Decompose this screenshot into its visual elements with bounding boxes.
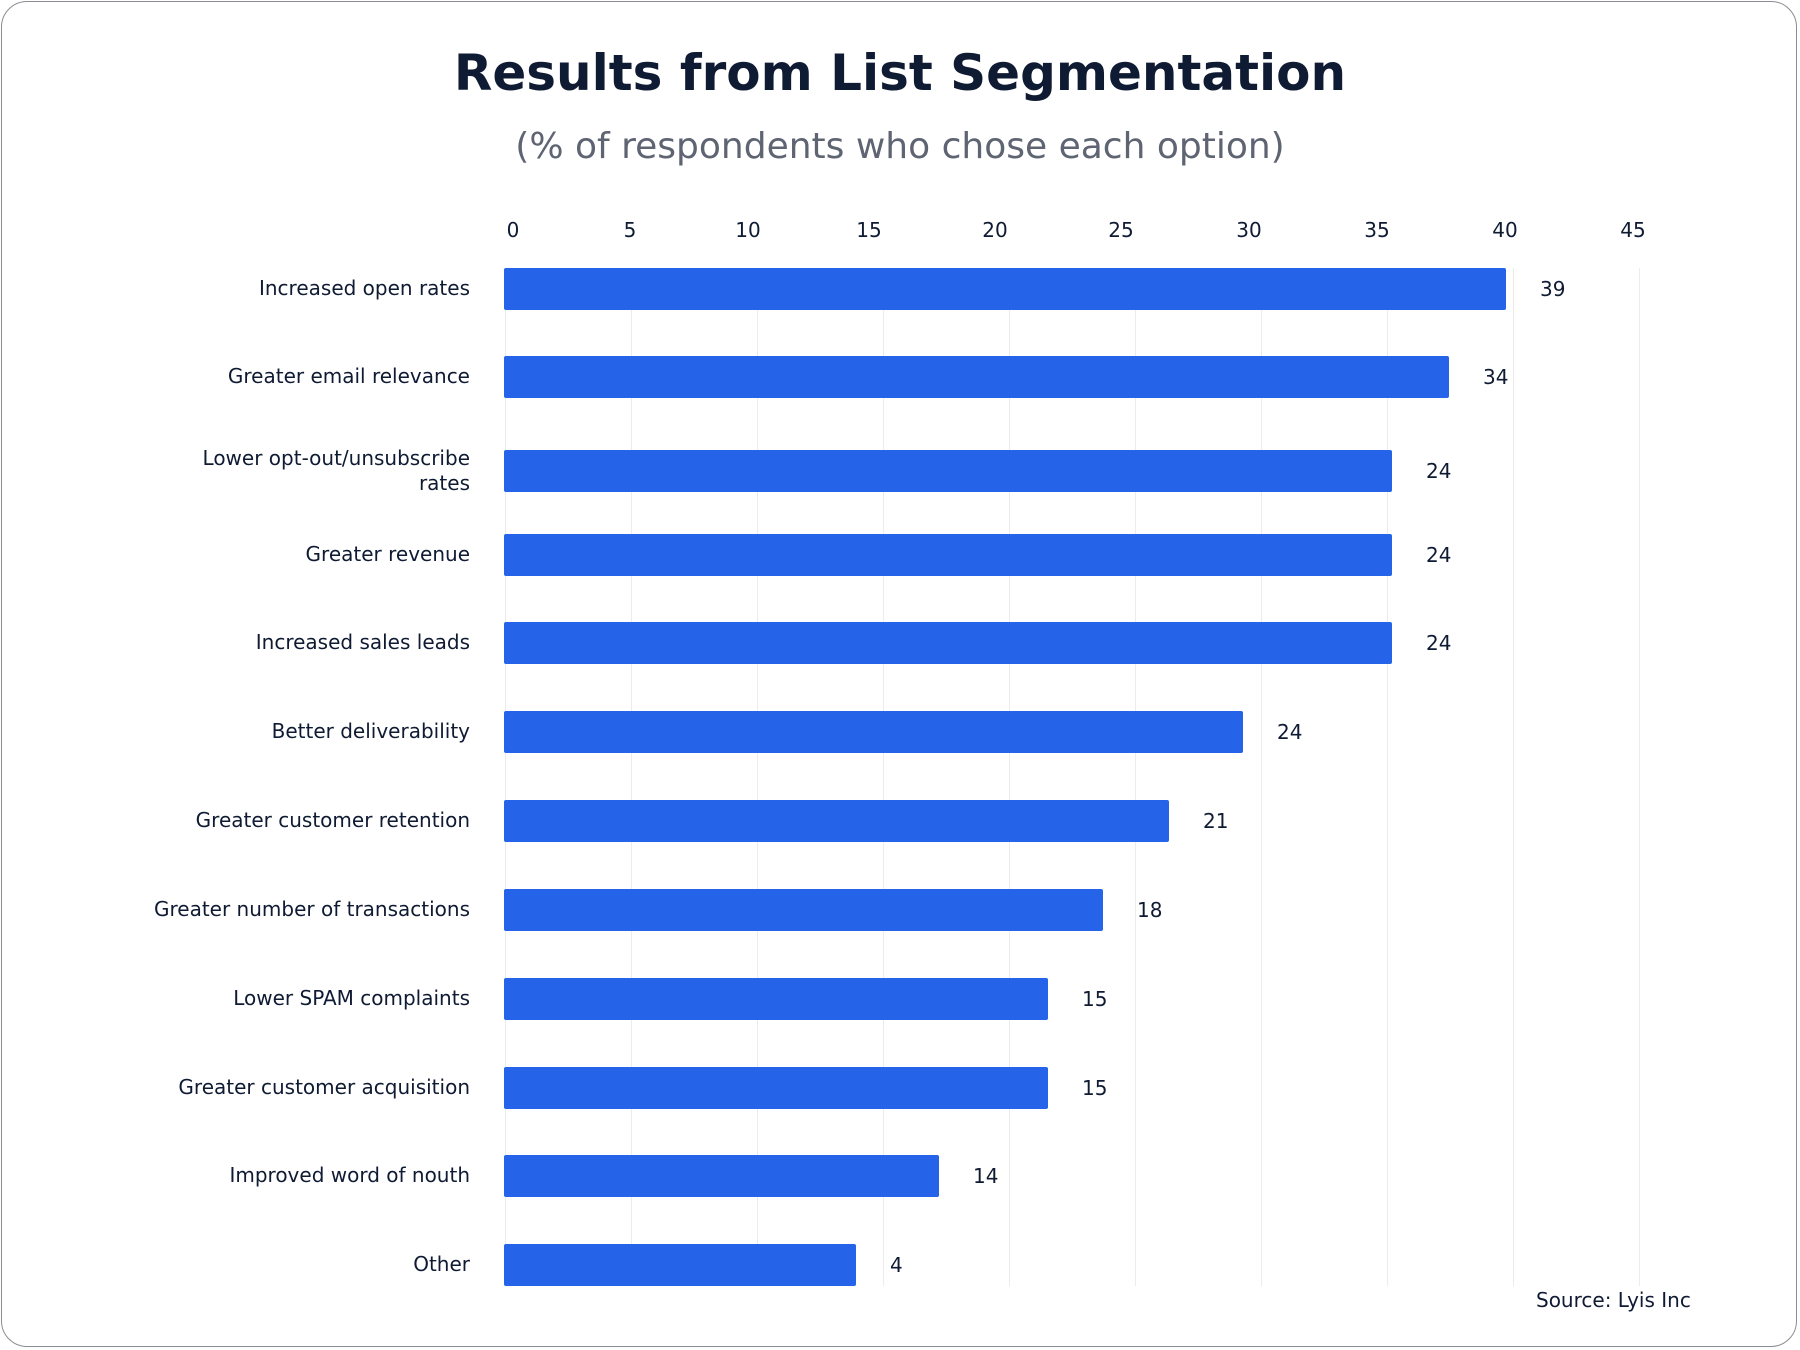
category-label: Better deliverability (271, 719, 470, 743)
bar (504, 711, 1243, 753)
bar (504, 356, 1449, 398)
x-tick-label: 15 (856, 218, 882, 242)
bar (504, 622, 1392, 664)
gridline (1513, 268, 1514, 1286)
gridline (1135, 268, 1136, 1286)
bar (504, 1244, 856, 1286)
category-label: Greater email relevance (227, 364, 470, 388)
x-tick-label: 20 (982, 218, 1008, 242)
x-tick-label: 25 (1108, 218, 1134, 242)
value-label: 21 (1203, 809, 1229, 833)
value-label: 15 (1082, 987, 1108, 1011)
x-tick-label: 35 (1364, 218, 1390, 242)
value-label: 14 (973, 1164, 999, 1188)
x-tick-label: 40 (1492, 218, 1518, 242)
gridline (883, 268, 884, 1286)
category-label: Greater customer retention (195, 808, 470, 832)
bar (504, 450, 1392, 492)
value-label: 24 (1426, 631, 1452, 655)
gridline (1387, 268, 1388, 1286)
x-tick-label: 45 (1620, 218, 1646, 242)
category-label: Greater number of transactions (153, 897, 470, 921)
value-label: 18 (1137, 898, 1163, 922)
gridline (1009, 268, 1010, 1286)
value-label: 24 (1426, 459, 1452, 483)
bar (504, 1155, 939, 1197)
category-label: Increased open rates (258, 276, 470, 300)
bar (504, 1067, 1048, 1109)
bar (504, 534, 1392, 576)
value-label: 24 (1277, 720, 1303, 744)
x-tick-label: 5 (623, 218, 637, 242)
bar (504, 268, 1506, 310)
gridline (757, 268, 758, 1286)
x-tick-label: 0 (506, 218, 520, 242)
gridline (631, 268, 632, 1286)
category-label: Improved word of nouth (229, 1163, 470, 1187)
category-label: Other (413, 1252, 470, 1276)
value-label: 4 (890, 1253, 903, 1277)
category-label: Increased sales leads (255, 630, 470, 654)
bar (504, 889, 1103, 931)
gridline (1639, 268, 1640, 1286)
bar (504, 800, 1169, 842)
value-label: 34 (1483, 365, 1509, 389)
x-tick-label: 30 (1236, 218, 1262, 242)
gridline (505, 268, 506, 1286)
category-label: Lower opt-out/unsubscribe rates (202, 446, 470, 495)
x-tick-label: 10 (735, 218, 761, 242)
category-label: Greater revenue (305, 542, 470, 566)
value-label: 24 (1426, 543, 1452, 567)
chart-subtitle: (% of respondents who chose each option) (515, 126, 1285, 167)
value-label: 39 (1540, 277, 1566, 301)
gridline (1261, 268, 1262, 1286)
source-note: Source: Lyis Inc (1536, 1288, 1691, 1312)
chart-title: Results from List Segmentation (453, 44, 1347, 102)
bar (504, 978, 1048, 1020)
category-label: Lower SPAM complaints (233, 986, 470, 1010)
value-label: 15 (1082, 1076, 1108, 1100)
category-label: Greater customer acquisition (178, 1075, 470, 1099)
